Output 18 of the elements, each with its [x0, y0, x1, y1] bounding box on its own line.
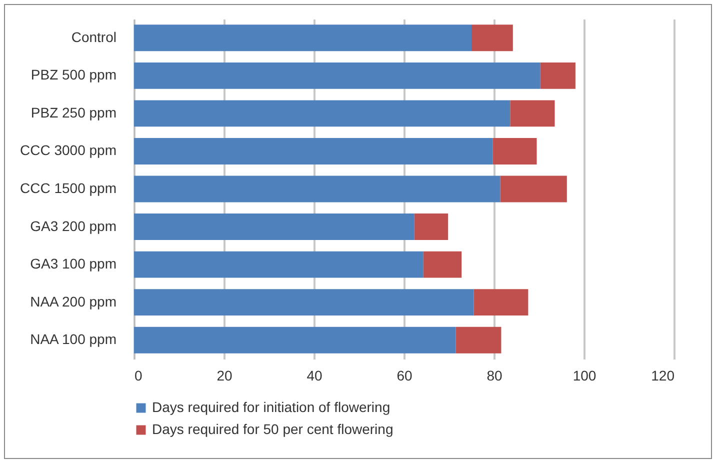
y-tick-label: PBZ 500 ppm: [30, 66, 116, 83]
legend-label: Days required for initiation of flowering: [152, 399, 390, 415]
legend-label: Days required for 50 per cent flowering: [152, 421, 394, 437]
y-tick-label: GA3 200 ppm: [30, 218, 116, 234]
y-tick-label: CCC 1500 ppm: [20, 180, 116, 196]
x-tick-label: 80: [486, 368, 502, 384]
y-tick-label: NAA 100 ppm: [30, 331, 116, 348]
x-tick-label: 20: [216, 368, 232, 384]
y-tick-label: GA3 100 ppm: [30, 256, 116, 272]
y-tick-label: NAA 200 ppm: [30, 293, 116, 310]
x-tick-label: 40: [306, 368, 322, 384]
x-tick-label: 0: [134, 368, 142, 384]
y-tick-label: PBZ 250 ppm: [30, 104, 116, 120]
x-tick-label: 100: [572, 368, 596, 384]
y-tick-label: CCC 3000 ppm: [20, 142, 116, 158]
x-tick-label: 120: [651, 368, 675, 384]
x-tick-label: 60: [396, 368, 412, 384]
y-tick-label: Control: [71, 28, 116, 45]
